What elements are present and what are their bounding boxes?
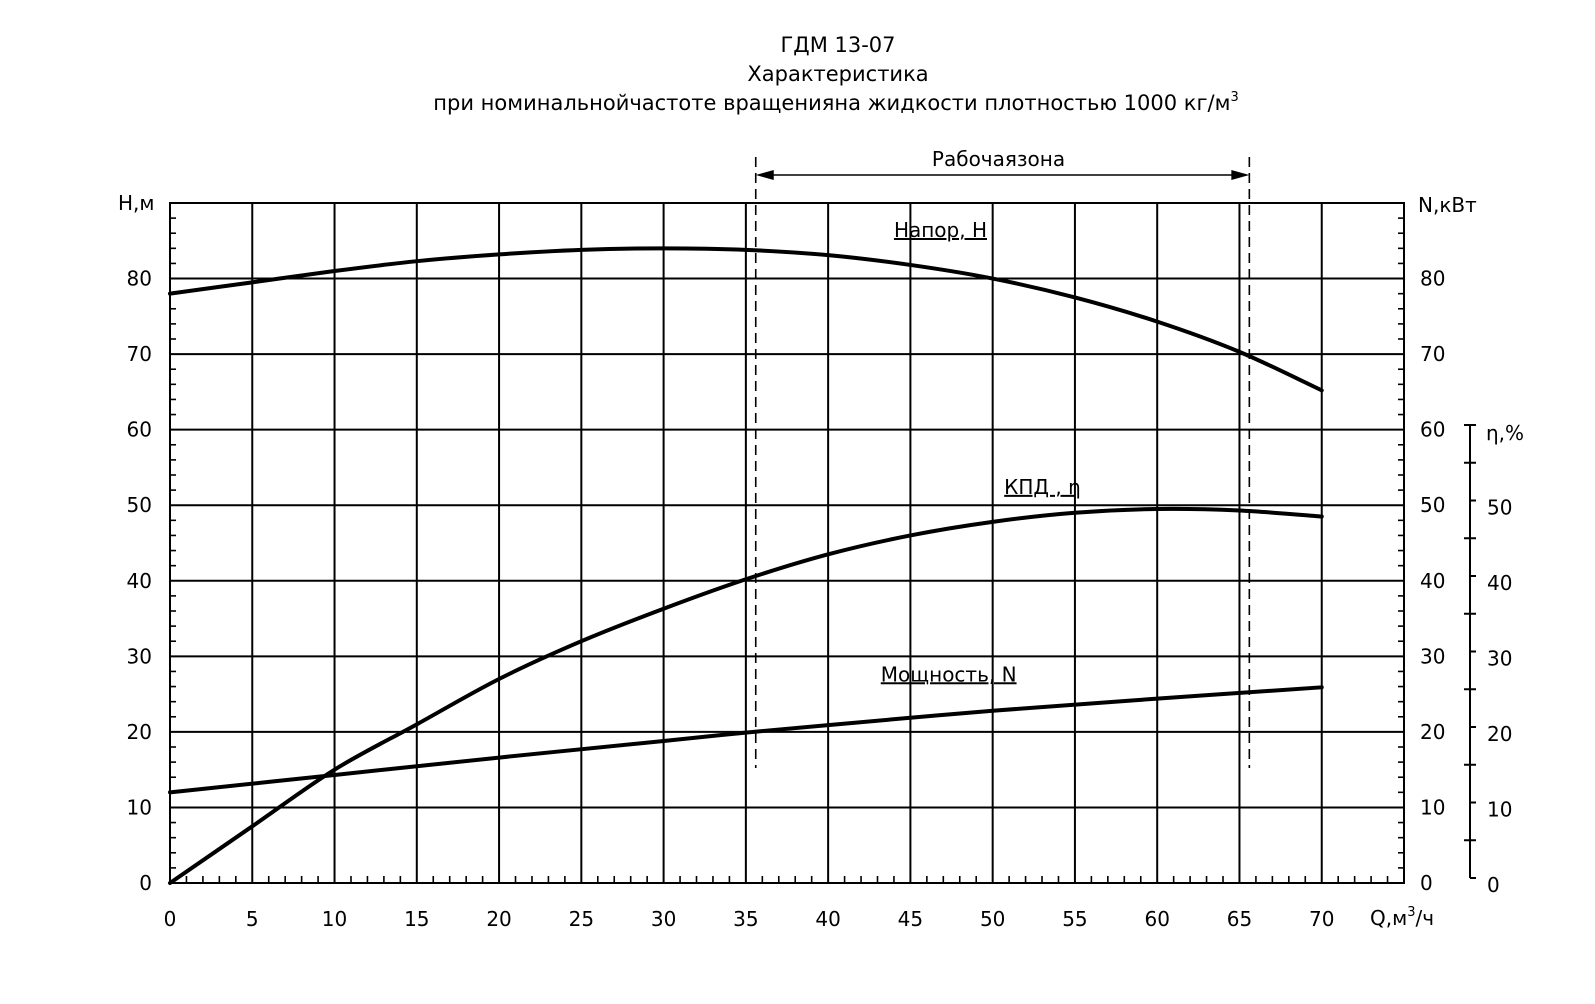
curve-efficiency: [168, 506, 1324, 885]
chart-title-line-3-text: при номинальнойчастоте вращенияна жидкос…: [433, 91, 1230, 115]
x-axis-label-superscript: 3: [1407, 905, 1415, 920]
y-left-tick-label: 60: [127, 418, 152, 442]
y-left-tick-label: 10: [127, 795, 152, 819]
y-right-tick-label: 20: [1420, 720, 1445, 744]
y-left-tick-labels: 0 10 20 30 40 50 60 70 80: [127, 267, 152, 895]
eta-axis: 0 10 20 30 40 50: [1464, 424, 1512, 897]
eta-tick-label: 30: [1487, 647, 1512, 671]
x-tick-label: 15: [404, 907, 429, 931]
x-tick-label: 70: [1309, 907, 1334, 931]
y-left-tick-label: 30: [127, 644, 152, 668]
y-right-axis-label: N,кВт: [1418, 193, 1477, 217]
x-tick-label: 0: [164, 907, 177, 931]
working-zone-label: Рабочаязона: [932, 147, 1065, 171]
x-tick-label: 35: [733, 907, 758, 931]
curves: [168, 246, 1324, 885]
x-tick-label: 10: [322, 907, 347, 931]
x-tick-label: 30: [651, 907, 676, 931]
x-tick-labels: 0 5 10 15 20 25 30 35 40 45 50 55 60 65 70: [164, 907, 1335, 931]
y-left-axis-label: H,м: [118, 191, 154, 215]
y-left-tick-label: 40: [127, 569, 152, 593]
grid: [169, 202, 1405, 884]
x-axis-label-tail: /ч: [1415, 906, 1434, 930]
y-left-tick-label: 0: [139, 871, 152, 895]
y-left-tick-label: 80: [127, 267, 152, 291]
eta-tick-label: 10: [1487, 798, 1512, 822]
chart-title-superscript: 3: [1230, 90, 1238, 105]
x-tick-label: 55: [1062, 907, 1087, 931]
series-label-efficiency: КПД , η: [1004, 475, 1081, 499]
chart-title-line-3: при номинальнойчастоте вращенияна жидкос…: [433, 90, 1238, 115]
x-axis-label: Q,м3/ч: [1370, 905, 1434, 930]
y-right-tick-label: 10: [1420, 795, 1445, 819]
y-left-tick-label: 20: [127, 720, 152, 744]
y-right-tick-label: 70: [1420, 342, 1445, 366]
curve-head: [168, 246, 1324, 393]
chart-title-line-2: Характеристика: [747, 62, 928, 86]
eta-axis-label: η,%: [1486, 421, 1524, 445]
axes: [170, 217, 1404, 883]
y-right-tick-label: 60: [1420, 418, 1445, 442]
eta-tick-label: 20: [1487, 722, 1512, 746]
working-zone-arrowhead-left: [755, 170, 774, 180]
eta-tick-label: 50: [1487, 496, 1512, 520]
x-axis-label-text: Q,м: [1370, 906, 1407, 930]
series-label-power: Мощность, N: [881, 662, 1017, 686]
x-tick-label: 65: [1227, 907, 1252, 931]
series-label-head: Напор, H: [894, 218, 987, 242]
y-left-tick-label: 70: [127, 342, 152, 366]
x-tick-label: 40: [815, 907, 840, 931]
y-left-tick-label: 50: [127, 493, 152, 517]
y-right-tick-label: 40: [1420, 569, 1445, 593]
x-tick-label: 20: [486, 907, 511, 931]
x-tick-label: 5: [246, 907, 259, 931]
plot-frame: [169, 202, 1405, 884]
chart-title-line-1: ГДМ 13-07: [780, 33, 895, 57]
eta-tick-label: 0: [1487, 873, 1500, 897]
eta-tick-label: 40: [1487, 571, 1512, 595]
x-tick-label: 50: [980, 907, 1005, 931]
y-right-tick-label: 30: [1420, 644, 1445, 668]
x-tick-label: 25: [569, 907, 594, 931]
y-right-tick-label: 80: [1420, 267, 1445, 291]
y-right-tick-label: 50: [1420, 493, 1445, 517]
y-right-tick-label: 0: [1420, 871, 1433, 895]
working-zone: Рабочаязона: [754, 147, 1251, 768]
y-right-tick-labels: 0 10 20 30 40 50 60 70 80: [1420, 267, 1445, 895]
x-tick-label: 60: [1144, 907, 1169, 931]
working-zone-arrowhead-right: [1231, 170, 1250, 180]
curve-power: [168, 685, 1324, 795]
x-tick-label: 45: [898, 907, 923, 931]
